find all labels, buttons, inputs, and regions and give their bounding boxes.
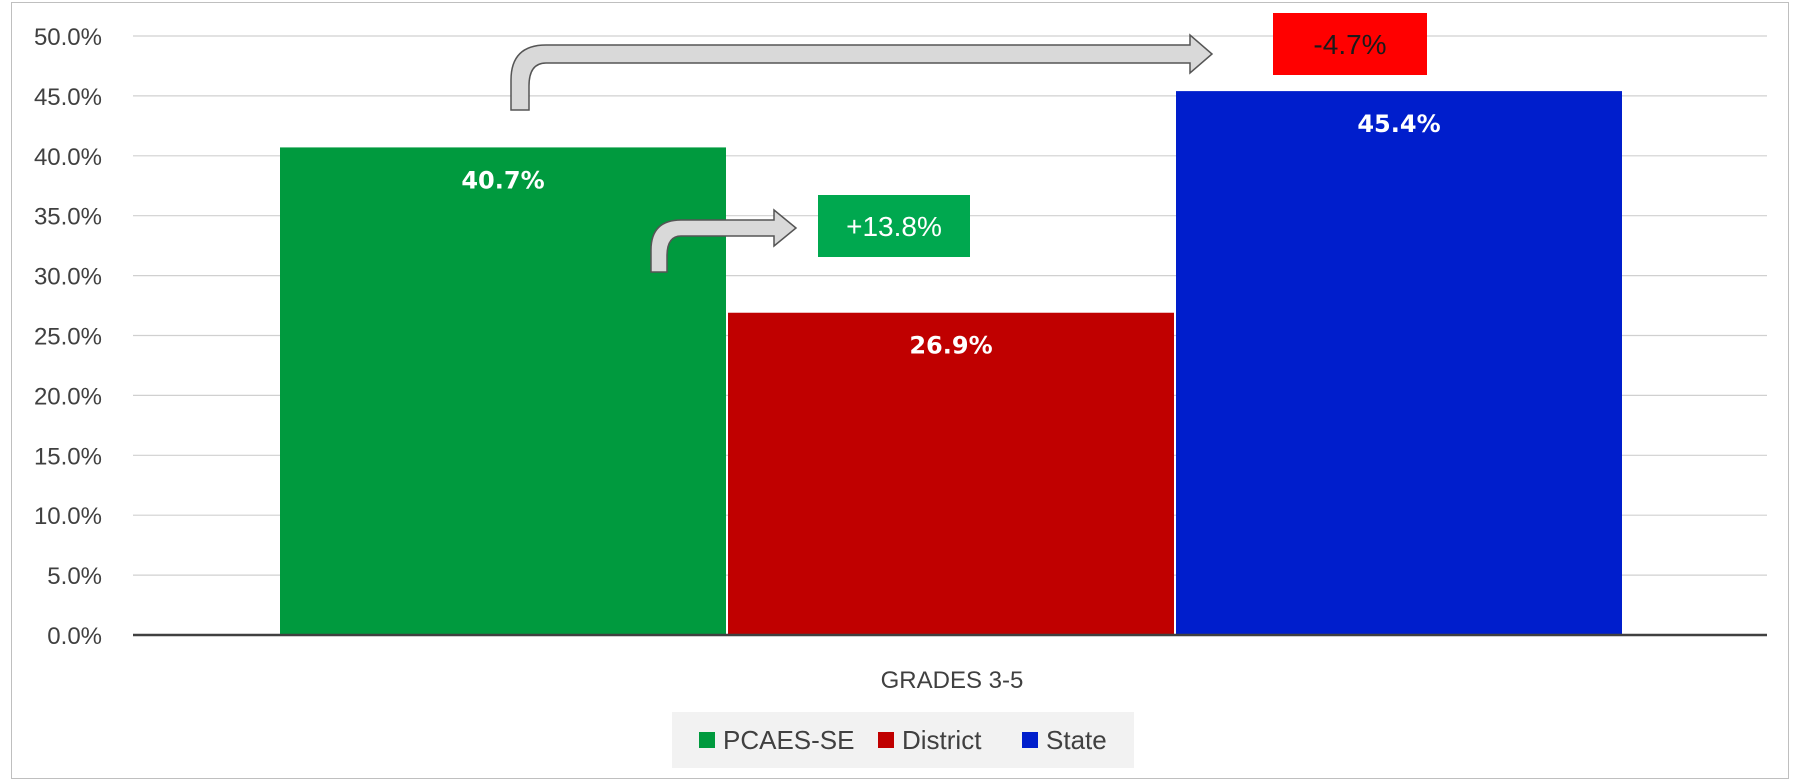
y-tick-label: 25.0% [34, 324, 102, 351]
legend-swatch [1022, 732, 1038, 748]
category-label: GRADES 3-5 [881, 667, 1024, 694]
legend-background [672, 712, 1134, 768]
bar-value-label: 45.4% [1357, 110, 1440, 138]
y-tick-label: 30.0% [34, 264, 102, 291]
legend: PCAES-SE District State [672, 712, 1134, 768]
callout-text: +13.8% [846, 211, 942, 242]
callout-box [818, 195, 970, 257]
y-tick-label: 5.0% [47, 563, 102, 590]
bar-value-label: 40.7% [461, 166, 544, 194]
y-tick-label: 0.0% [47, 623, 102, 650]
bar-labels: 40.7% 26.9% 45.4% [461, 110, 1440, 360]
y-tick-label: 45.0% [34, 84, 102, 111]
arrow-to-district [650, 208, 798, 273]
legend-label: PCAES-SE [723, 725, 855, 755]
legend-swatch [878, 732, 894, 748]
y-tick-label: 40.0% [34, 144, 102, 171]
legend-swatch [699, 732, 715, 748]
y-tick-label: 20.0% [34, 383, 102, 410]
callouts: +13.8% -4.7% [818, 13, 1427, 257]
y-axis-ticks: 0.0% 5.0% 10.0% 15.0% 20.0% 25.0% 30.0% 35.0% 40… [34, 24, 102, 650]
bar-district [728, 312, 1174, 635]
arrow-to-state [510, 33, 1214, 111]
legend-label: District [902, 725, 982, 755]
y-tick-label: 15.0% [34, 443, 102, 470]
callout-arrows [510, 33, 1214, 273]
y-tick-label: 50.0% [34, 24, 102, 51]
bar-state [1176, 91, 1622, 635]
callout-box [1273, 13, 1427, 75]
bar-value-label: 26.9% [909, 332, 992, 360]
bars [280, 91, 1622, 635]
legend-label: State [1046, 725, 1107, 755]
bar-pcaes-se [280, 147, 726, 635]
y-tick-label: 35.0% [34, 204, 102, 231]
callout-text: -4.7% [1313, 29, 1386, 60]
y-tick-label: 10.0% [34, 503, 102, 530]
